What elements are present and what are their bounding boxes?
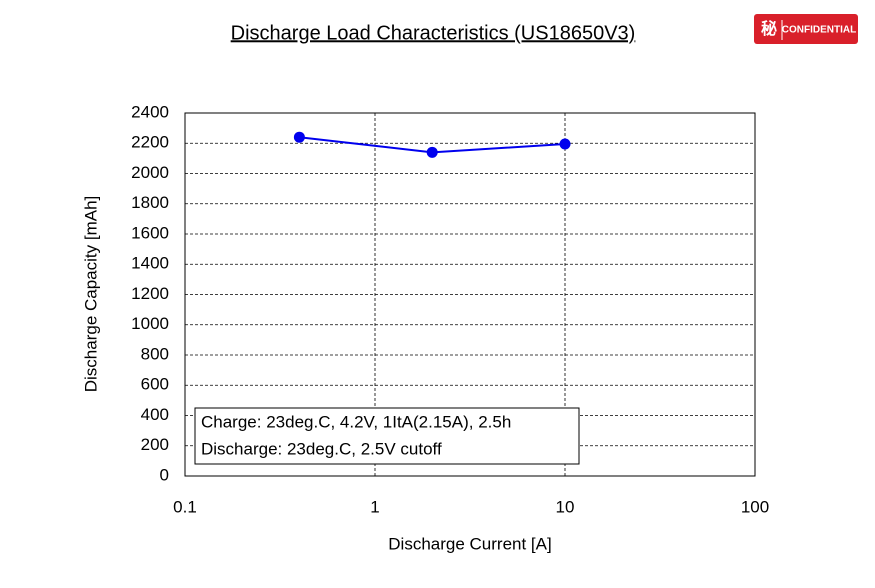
x-tick-label: 10 (556, 497, 575, 516)
plot-frame (184, 112, 756, 477)
y-tick-label: 0 (160, 465, 169, 484)
x-axis-label: Discharge Current [A] (388, 534, 551, 553)
annotation-box (194, 407, 580, 465)
data-point (293, 131, 305, 143)
x-tick-label: 1 (370, 497, 379, 516)
confidential-badge: 秘 CONFIDENTIAL (754, 14, 858, 44)
y-tick-label: 1800 (131, 193, 169, 212)
x-tick-label: 0.1 (173, 497, 197, 516)
y-tick-label: 1400 (131, 254, 169, 273)
y-tick-label: 1600 (131, 223, 169, 242)
y-tick-label: 2200 (131, 133, 169, 152)
chart-title: Discharge Load Characteristics (US18650V… (231, 22, 636, 44)
data-point (559, 138, 571, 150)
y-tick-label: 200 (141, 435, 169, 454)
y-tick-label: 2000 (131, 163, 169, 182)
y-tick-label: 2400 (131, 102, 169, 121)
badge-icon: 秘 (761, 19, 777, 38)
badge-text: CONFIDENTIAL (782, 25, 856, 36)
data-point (426, 146, 438, 158)
annotation-text: Discharge: 23deg.C, 2.5V cutoff (201, 439, 442, 458)
badge-background (754, 14, 858, 44)
y-tick-label: 1000 (131, 314, 169, 333)
y-tick-label: 1200 (131, 284, 169, 303)
x-tick-label: 100 (741, 497, 769, 516)
y-axis-label: Discharge Capacity [mAh] (81, 196, 100, 393)
y-tick-label: 400 (141, 405, 169, 424)
annotation-text: Charge: 23deg.C, 4.2V, 1ItA(2.15A), 2.5h (201, 412, 511, 431)
y-tick-label: 800 (141, 344, 169, 363)
y-tick-label: 600 (141, 375, 169, 394)
